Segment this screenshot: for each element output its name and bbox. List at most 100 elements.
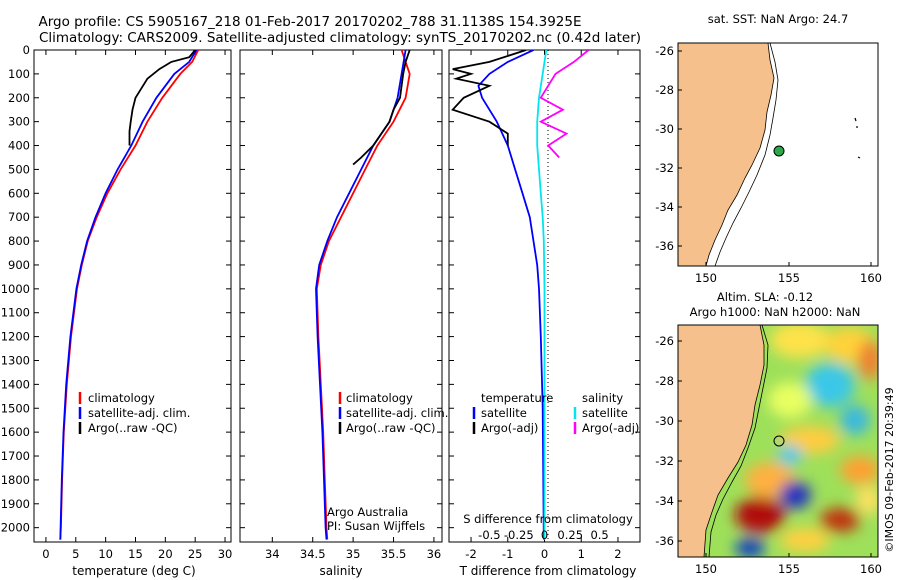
- sst-map-title: sat. SST: NaN Argo: 24.7: [708, 12, 849, 26]
- temperature-x-axis: 0 5 10 15 20 25 30: [42, 50, 232, 561]
- salinity-legend: climatology satellite-adj. clim. Argo(..…: [338, 391, 448, 435]
- salinity-x-axis: 34 34.5 35 35.5 36: [265, 50, 441, 561]
- x-tick-label: 35.5: [381, 547, 407, 561]
- t-difference-label: T difference from climatology: [459, 564, 637, 578]
- salinity-axes-box: [239, 49, 443, 543]
- map-lon-label: 155: [778, 271, 800, 285]
- depth-tick-label: 600: [8, 186, 30, 200]
- s-difference-ticklabels: -0.5 -0.25 0 0.25 0.5: [478, 528, 609, 542]
- map-lat-label: -28: [655, 83, 674, 97]
- sst-map-frame: [677, 42, 879, 267]
- series-line-s-satellite: [536, 50, 548, 540]
- sla-land: [678, 325, 765, 557]
- legend-label-climatology: climatology: [346, 391, 413, 405]
- x-tick-label: 10: [98, 547, 113, 561]
- sla-map-axes: 150 155 160 -26 -28 -30 -32 -34 -36: [655, 334, 882, 576]
- legend-label-t-argo: Argo(-adj): [481, 421, 538, 435]
- map-lat-label: -32: [655, 161, 674, 175]
- depth-tick-label: 1900: [1, 497, 30, 511]
- salinity-xlabel: salinity: [319, 564, 362, 578]
- depth-tick-label: 900: [8, 258, 30, 272]
- map-lon-label: 150: [695, 562, 717, 576]
- depth-tick-label: 1300: [1, 353, 30, 367]
- x-tick-label: 35: [346, 547, 361, 561]
- depth-tick-label: 300: [8, 115, 30, 129]
- sst-island: [854, 117, 861, 159]
- x-tick-label: 15: [128, 547, 143, 561]
- sst-shelf-contour: [714, 43, 779, 266]
- temperature-xlabel: temperature (deg C): [72, 564, 195, 578]
- map-lon-label: 150: [695, 271, 717, 285]
- map-lat-label: -34: [655, 200, 674, 214]
- depth-tick-label: 1800: [1, 473, 30, 487]
- s-tick-label: 0.25: [557, 528, 583, 542]
- annotation-pi-name: PI: Susan Wijffels: [327, 519, 425, 533]
- depth-axis: 0 100 200 300 400 500 600 700 800 900 1000 1100 1200…: [1, 43, 231, 535]
- sla-map-panel: Altim. SLA: -0.12 Argo h1000: NaN h2000:…: [655, 290, 882, 576]
- map-lat-label: -36: [655, 239, 674, 253]
- x-tick-label: 0: [541, 547, 548, 561]
- legend-label-t-satellite: satellite: [481, 406, 527, 420]
- series-line-argo-raw-qc-: [352, 50, 411, 166]
- depth-tick-label: 100: [8, 67, 30, 81]
- series-line-satellite-adj-clim-: [59, 50, 198, 540]
- s-tick-label: -0.5: [478, 528, 500, 542]
- x-tick-label: 30: [218, 547, 233, 561]
- temperature-panel: 0100200300400500600700800900100011001200…: [1, 43, 233, 578]
- difference-panel: -2 -1 0 1 2 S difference from climatology -0…: [448, 49, 641, 578]
- depth-tick-label: 0: [23, 43, 30, 57]
- legend-label-argo: Argo(..raw -QC): [88, 421, 178, 435]
- figure-title-line1: Argo profile: CS 5905167_218 01-Feb-2017…: [39, 14, 582, 30]
- legend-title-temperature: temperature: [481, 391, 553, 405]
- depth-tick-label: 2000: [1, 521, 30, 535]
- x-tick-label: 25: [188, 547, 203, 561]
- sla-map-frame: [677, 324, 879, 558]
- x-tick-label: 1: [578, 547, 585, 561]
- sla-field: [735, 325, 878, 557]
- map-lat-label: -34: [655, 494, 674, 508]
- series-line-s-argo-adj-: [538, 50, 590, 159]
- sst-land: [678, 43, 775, 266]
- legend-label-s-satellite: satellite: [582, 406, 628, 420]
- depth-tick-label: 1600: [1, 425, 30, 439]
- map-lat-label: -32: [655, 454, 674, 468]
- figure-title-line2: Climatology: CARS2009. Satellite-adjuste…: [39, 30, 641, 46]
- x-tick-label: 36: [427, 547, 442, 561]
- depth-tick-label: 500: [8, 162, 30, 176]
- depth-tick-label: 1500: [1, 401, 30, 415]
- depth-tick-label: 700: [8, 210, 30, 224]
- map-lat-label: -30: [655, 122, 674, 136]
- map-lat-label: -26: [655, 44, 674, 58]
- sla-shelf-contour: [708, 325, 769, 557]
- map-lon-label: 155: [778, 562, 800, 576]
- map-lat-label: -26: [655, 334, 674, 348]
- depth-tick-label: 1100: [1, 306, 30, 320]
- x-tick-label: -2: [465, 547, 476, 561]
- sst-map-axes: 150 155 160 -26 -28 -30 -32 -34 -36: [655, 44, 882, 285]
- depth-tick-label: 800: [8, 234, 30, 248]
- legend-label-satellite: satellite-adj. clim.: [346, 406, 448, 420]
- x-tick-label: 5: [72, 547, 79, 561]
- x-tick-label: 34: [265, 547, 280, 561]
- temperature-legend: climatology satellite-adj. clim. Argo(..…: [78, 391, 190, 435]
- s-tick-label: 0: [541, 528, 548, 542]
- map-lon-label: 160: [860, 562, 882, 576]
- x-tick-label: 2: [614, 547, 621, 561]
- legend-title-salinity: salinity: [582, 391, 623, 405]
- imos-watermark: ©IMOS 09-Feb-2017 20:39:49: [883, 387, 896, 552]
- legend-label-climatology: climatology: [88, 391, 155, 405]
- series-line-t-argo-adj-: [451, 50, 527, 146]
- depth-tick-label: 400: [8, 139, 30, 153]
- legend-label-satellite: satellite-adj. clim.: [88, 406, 190, 420]
- depth-tick-label: 1000: [1, 282, 30, 296]
- annotation-argo-australia: Argo Australia: [327, 505, 408, 519]
- s-tick-label: -0.25: [504, 528, 534, 542]
- x-tick-label: -1: [502, 547, 513, 561]
- depth-tick-label: 1700: [1, 449, 30, 463]
- sst-map-panel: sat. SST: NaN Argo: 24.7 150 155 160 -26 -28…: [655, 12, 882, 285]
- argo-position-marker: [773, 145, 785, 157]
- temperature-axes-box: [33, 49, 232, 543]
- x-tick-label: 34.5: [300, 547, 326, 561]
- depth-tick-label: 200: [8, 91, 30, 105]
